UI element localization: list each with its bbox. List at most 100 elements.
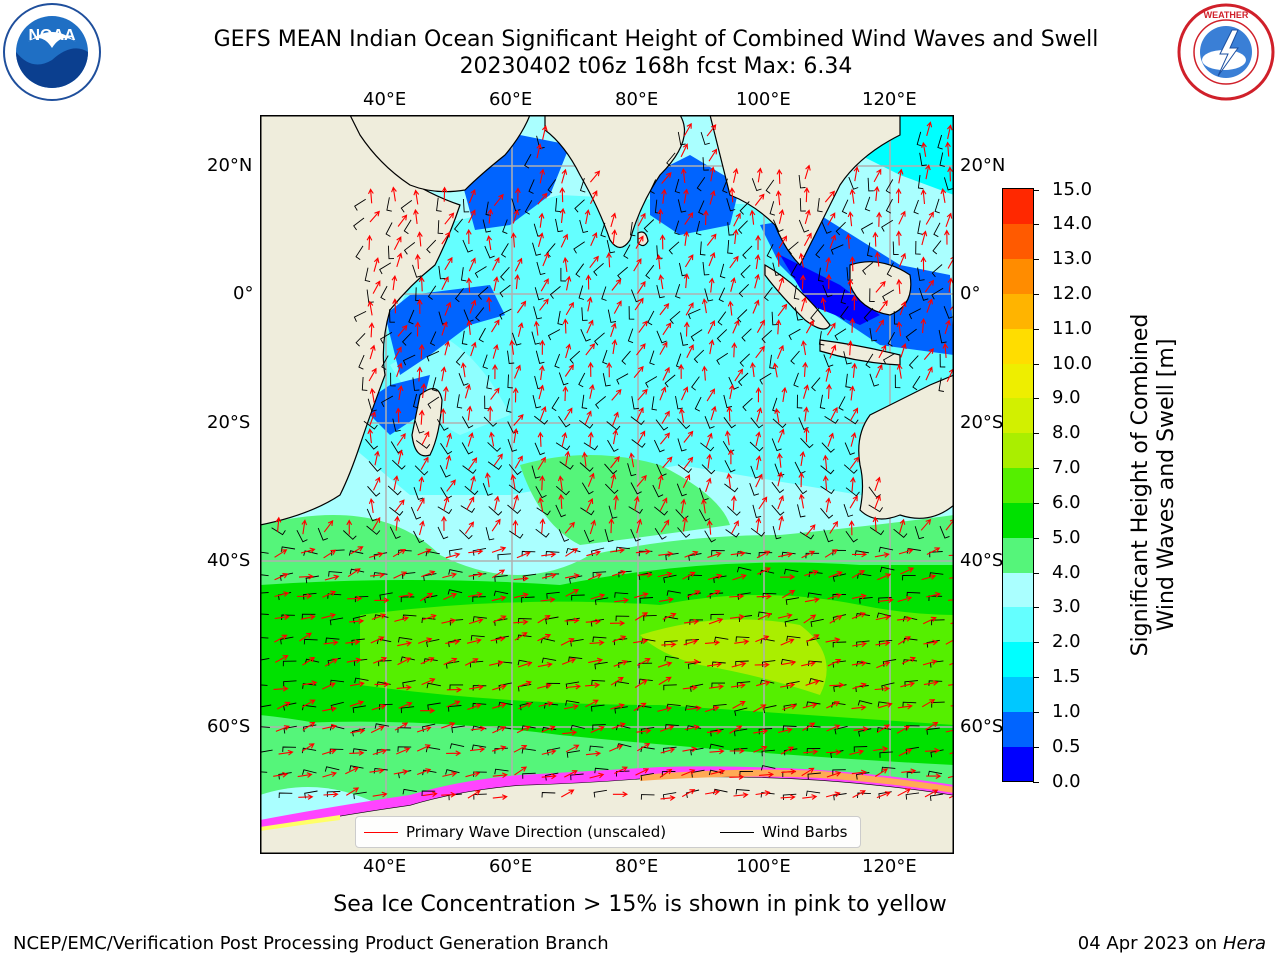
wave-direction-arrow (635, 548, 651, 555)
wave-direction-arrow (564, 364, 574, 377)
wave-direction-arrow (805, 319, 814, 334)
wave-direction-arrow (706, 233, 717, 246)
wave-direction-arrow (564, 407, 573, 421)
wave-direction-arrow (659, 386, 667, 401)
wind-barb (528, 179, 535, 194)
wind-barb (521, 725, 536, 731)
wind-barb (544, 703, 559, 709)
wave-direction-arrow (420, 657, 435, 665)
wind-barb (493, 590, 509, 597)
wind-barb (365, 438, 378, 450)
wave-direction-arrow (393, 346, 402, 360)
wave-direction-arrow (610, 212, 617, 228)
wind-barb (637, 705, 652, 711)
wind-barb (575, 263, 585, 278)
wind-barb (379, 332, 393, 344)
wave-direction-arrow (470, 341, 477, 357)
wind-barb (592, 724, 606, 731)
colorbar-tick (1033, 259, 1039, 261)
wave-direction-arrow (302, 656, 316, 666)
wind-barb (389, 506, 404, 516)
wave-direction-arrows-layer (273, 121, 954, 801)
wind-barb (260, 637, 269, 639)
wave-direction-arrow (368, 367, 377, 382)
wind-barb (631, 396, 640, 410)
wave-direction-arrow (827, 658, 842, 667)
wind-barb (580, 329, 591, 342)
wind-barb (555, 218, 563, 233)
wind-barb (568, 656, 583, 663)
wave-direction-arrow (446, 686, 463, 693)
lat-tick-left-20s: 20°S (207, 412, 251, 433)
wave-direction-arrow (682, 684, 698, 691)
wind-barb (691, 376, 700, 391)
wave-direction-arrow (657, 706, 673, 712)
wave-direction-arrow (514, 766, 528, 776)
wave-direction-arrow (446, 750, 462, 757)
wave-direction-arrow (590, 231, 598, 247)
wave-direction-arrow (538, 212, 545, 228)
colorbar-segment (1003, 676, 1033, 712)
wave-direction-arrow (708, 617, 724, 625)
wave-direction-arrow (685, 302, 694, 316)
wave-direction-arrow (366, 234, 373, 250)
wind-barb (461, 442, 474, 455)
wave-direction-arrow (614, 597, 630, 604)
wave-direction-arrow (875, 280, 886, 293)
wind-barb (547, 179, 557, 194)
wave-direction-arrow (945, 141, 951, 157)
wave-direction-arrow (589, 170, 601, 183)
wind-barb (451, 725, 465, 733)
wind-barb (464, 485, 479, 496)
wave-direction-arrow (374, 681, 390, 688)
colorbar-segment (1003, 223, 1033, 260)
wave-direction-arrow (944, 229, 950, 245)
wave-direction-arrow (396, 684, 412, 691)
wave-direction-arrow (724, 430, 731, 446)
wind-barb (645, 376, 658, 388)
wave-direction-arrow (729, 187, 736, 203)
wind-barb (704, 288, 714, 302)
wind-barb (593, 789, 607, 798)
wave-direction-arrow (754, 273, 761, 289)
wind-barb (892, 241, 899, 255)
wave-direction-arrow (541, 749, 557, 755)
wave-direction-arrow (417, 768, 432, 776)
wind-barb (533, 223, 543, 237)
wave-direction-arrow (850, 476, 856, 492)
wind-barb (709, 592, 724, 599)
wave-direction-arrow (897, 703, 913, 710)
wind-barb (630, 416, 645, 426)
wind-barb (885, 198, 893, 214)
wind-barb (354, 677, 369, 684)
wave-direction-arrow (873, 185, 880, 201)
wind-barb (848, 176, 859, 190)
wind-barb (555, 442, 571, 451)
wind-barb (431, 377, 438, 392)
wave-direction-arrow (634, 592, 649, 599)
wave-direction-arrow (726, 406, 733, 422)
wave-direction-arrow (686, 705, 702, 712)
wave-direction-arrow (398, 701, 413, 709)
wave-direction-arrow (778, 235, 787, 249)
wind-barb (615, 724, 631, 731)
wave-direction-arrow (324, 574, 340, 581)
wave-direction-arrow (443, 657, 458, 666)
wave-direction-arrow (707, 319, 716, 334)
wind-barb (507, 438, 518, 452)
wave-direction-arrow (347, 568, 361, 578)
wave-direction-arrow (486, 235, 493, 251)
wave-direction-arrow (561, 431, 568, 447)
wave-direction-arrow (611, 388, 622, 401)
wave-direction-arrow (802, 722, 816, 731)
wind-barb (279, 572, 294, 581)
wave-direction-arrow (397, 324, 408, 337)
wave-direction-arrow (901, 768, 917, 775)
wave-direction-arrow (686, 590, 701, 598)
wind-barb (696, 177, 706, 192)
svg-text:WEATHER: WEATHER (1204, 10, 1249, 20)
wave-direction-arrow (803, 186, 810, 203)
wave-direction-arrow (418, 520, 425, 536)
wave-direction-arrow (564, 521, 575, 534)
wind-barb (771, 504, 785, 516)
